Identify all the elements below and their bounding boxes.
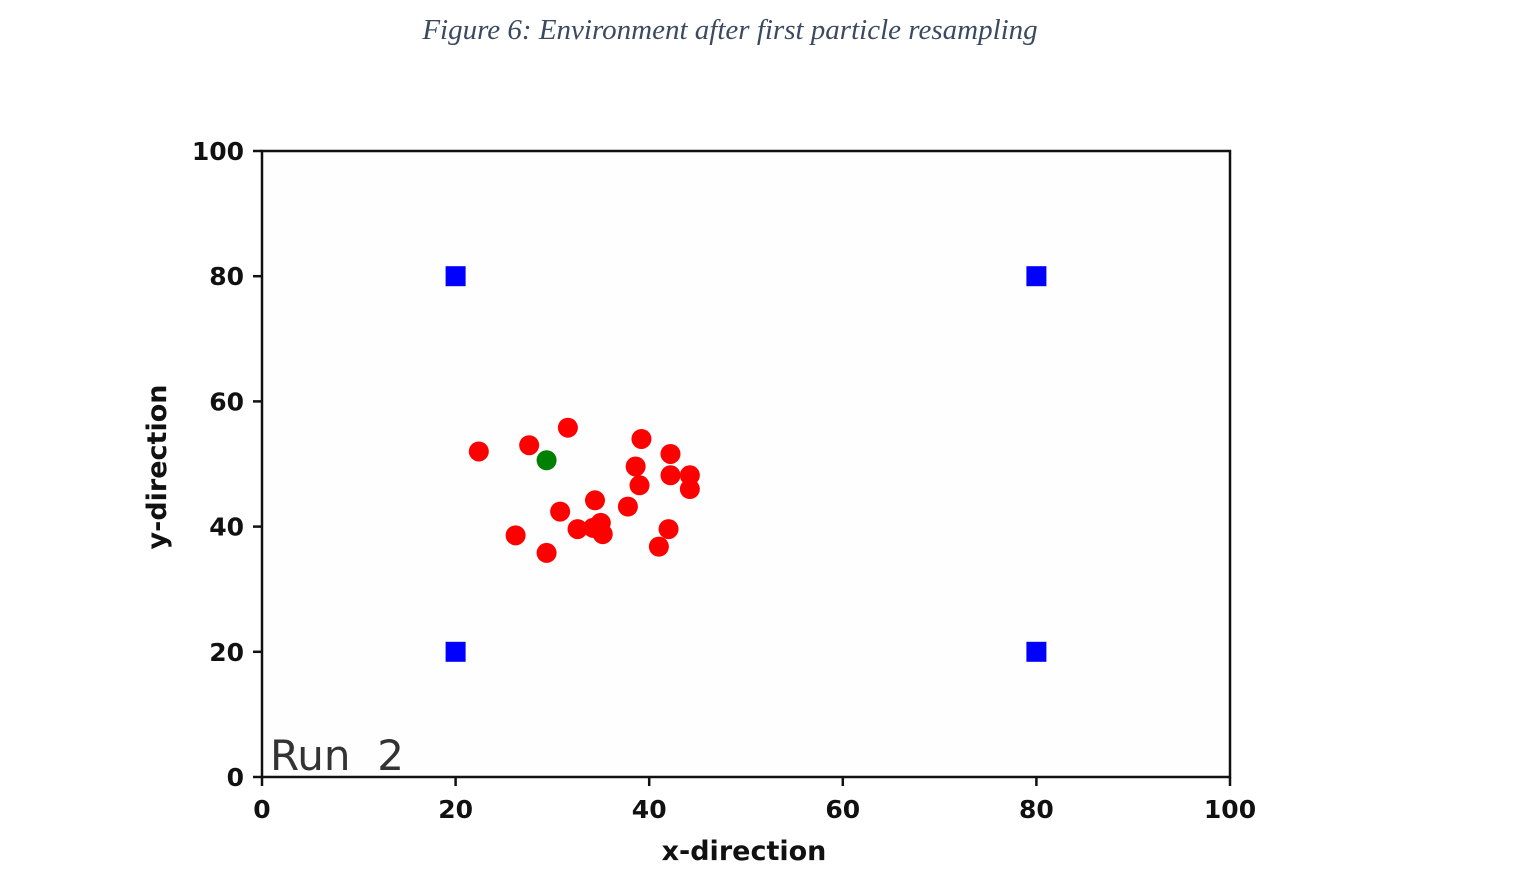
landmark-marker: [445, 641, 466, 662]
particle-marker: [505, 525, 526, 546]
figure-caption: Figure 6: Environment after first partic…: [422, 14, 1038, 46]
particle-marker: [617, 496, 638, 517]
particle-marker: [557, 417, 578, 438]
particle-marker: [468, 441, 489, 462]
particle-marker: [679, 479, 700, 500]
particle-marker: [660, 443, 681, 464]
particle-marker: [631, 428, 652, 449]
particle-marker: [550, 501, 571, 522]
y-tick-label: 80: [209, 262, 244, 291]
particle-marker: [567, 519, 588, 540]
landmark-marker: [445, 266, 466, 287]
x-tick-label: 0: [253, 795, 270, 824]
run-annotation: Run 2: [270, 731, 404, 780]
y-tick-label: 40: [209, 513, 244, 542]
robot-marker: [536, 450, 557, 471]
y-tick-label: 100: [192, 137, 244, 166]
x-tick-label: 60: [825, 795, 860, 824]
particle-marker: [660, 465, 681, 486]
particle-marker: [625, 456, 646, 477]
particle-marker: [629, 475, 650, 496]
particle-marker: [648, 536, 669, 557]
landmark-marker: [1026, 641, 1047, 662]
particle-marker: [592, 524, 613, 545]
x-axis: 0 20 40 60 80 100: [253, 777, 1256, 824]
y-tick-label: 0: [227, 763, 244, 792]
y-tick-label: 60: [209, 387, 244, 416]
particle-marker: [584, 490, 605, 511]
x-tick-label: 80: [1019, 795, 1054, 824]
particle-marker: [536, 542, 557, 563]
x-tick-label: 20: [438, 795, 473, 824]
plot-area: [260, 149, 1232, 779]
y-axis-label: y-direction: [142, 385, 173, 550]
x-axis-label: x-direction: [662, 836, 827, 867]
y-tick-label: 20: [209, 638, 244, 667]
particle-marker: [679, 465, 700, 486]
data-markers: [445, 266, 1047, 662]
x-tick-label: 100: [1204, 795, 1256, 824]
y-axis: 0 20 40 60 80 100: [192, 137, 262, 792]
particle-marker: [519, 435, 540, 456]
particle-marker: [658, 519, 679, 540]
x-tick-label: 40: [632, 795, 667, 824]
landmark-marker: [1026, 266, 1047, 287]
